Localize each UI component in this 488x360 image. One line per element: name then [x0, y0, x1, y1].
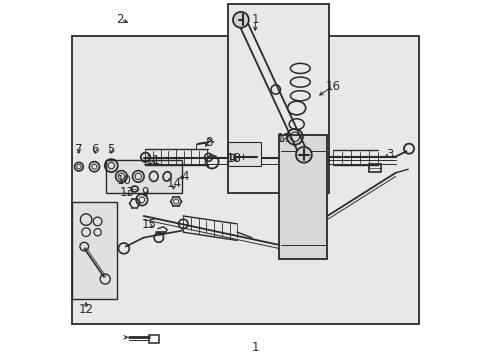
Bar [230, 154, 234, 159]
Text: 7: 7 [75, 143, 82, 156]
Bar [228, 142, 260, 166]
Text: 11: 11 [145, 154, 160, 167]
Circle shape [232, 12, 248, 28]
Text: 18: 18 [226, 152, 241, 165]
Text: 15: 15 [142, 219, 156, 231]
Text: 12: 12 [79, 303, 93, 316]
Bar [72, 36, 418, 324]
Bar [72, 202, 117, 299]
Text: 9: 9 [142, 186, 149, 199]
Text: 13: 13 [120, 186, 135, 199]
Text: 1: 1 [251, 13, 259, 26]
Bar [278, 135, 326, 259]
Text: 14: 14 [166, 177, 182, 190]
Text: 10: 10 [116, 174, 131, 186]
Text: 5: 5 [107, 143, 115, 156]
Bar [368, 164, 381, 172]
Text: 17: 17 [276, 132, 291, 145]
Text: 4: 4 [181, 170, 188, 183]
Text: 2: 2 [116, 13, 124, 26]
Bar [149, 335, 159, 343]
Text: 6: 6 [91, 143, 99, 156]
Text: 8: 8 [204, 136, 212, 149]
Text: 3: 3 [386, 148, 393, 161]
Bar [106, 160, 181, 193]
Circle shape [295, 147, 311, 163]
Text: 1: 1 [251, 341, 259, 354]
Text: 16: 16 [325, 80, 340, 93]
Bar [228, 4, 328, 193]
